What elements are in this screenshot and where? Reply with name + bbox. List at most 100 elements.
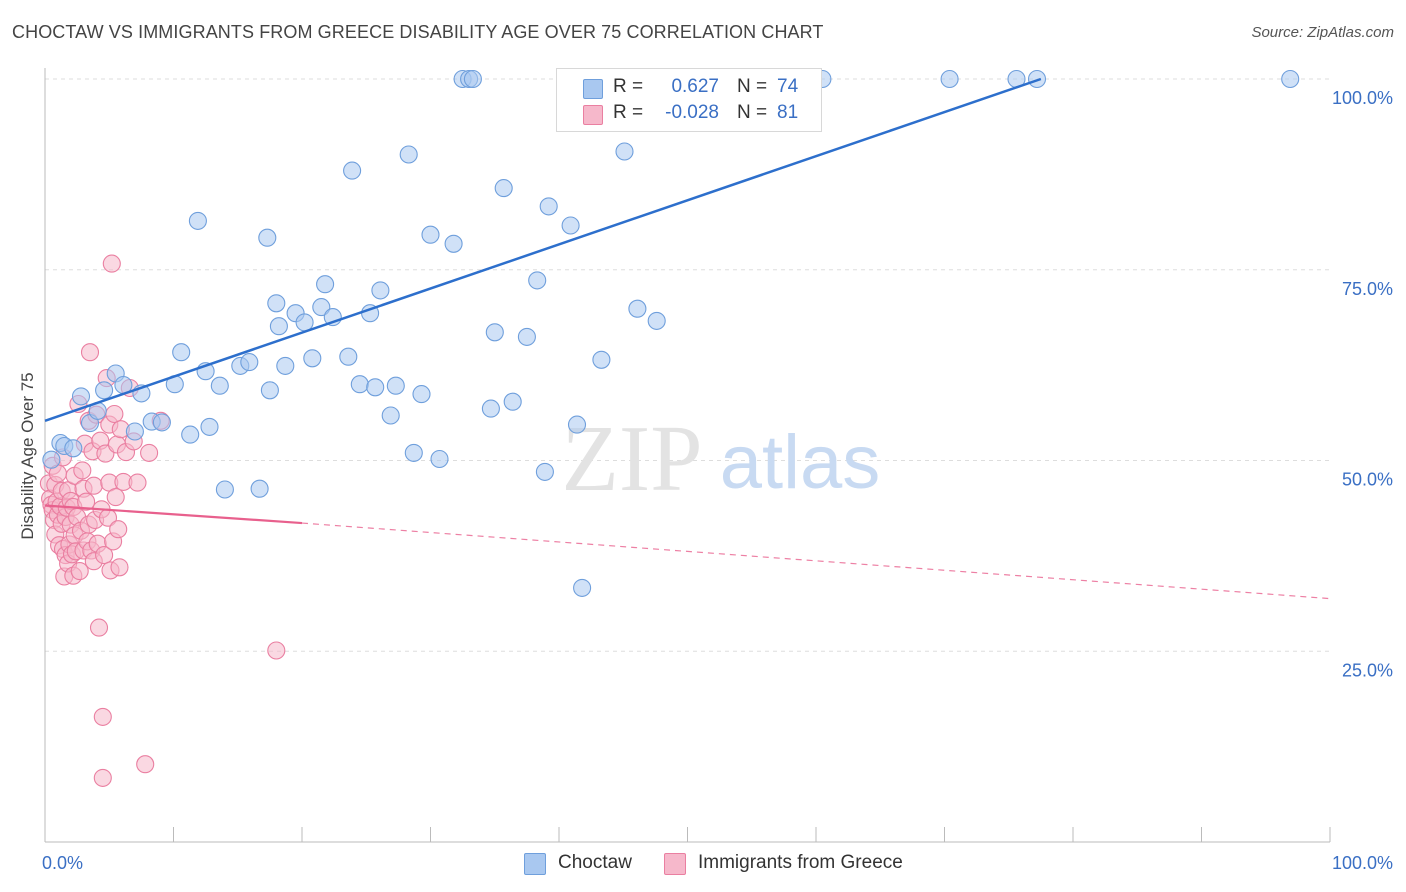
greece-point [84,476,103,495]
greece-legend-label: Immigrants from Greece [698,852,903,873]
choctaw-point [386,376,405,395]
watermark: ZIP atlas [562,407,881,511]
choctaw-point [371,281,390,300]
choctaw-point [152,413,171,432]
greece-point [106,488,125,507]
y-tick-label: 50.0% [1342,470,1393,490]
trend-lines [44,77,1331,600]
greece-point [80,343,100,362]
legend-n-label: N = [737,76,768,97]
greece-point [105,404,124,424]
choctaw-point [615,142,634,161]
choctaw-point [240,353,259,372]
choctaw-point [267,294,286,313]
choctaw-point [343,161,362,180]
choctaw-trend-line [44,77,1042,423]
greece-point [140,443,159,462]
greece-point [70,562,89,581]
x-tick-label-min: 0.0% [42,853,83,873]
choctaw-point [42,450,61,469]
source-label: Source: ZipAtlas.com [1251,24,1394,41]
choctaw-point [940,69,959,89]
greece-point [267,641,286,660]
choctaw-point [125,422,144,441]
greece-trend-extension [301,522,1331,600]
choctaw-point [366,378,385,397]
choctaw-legend-label: Choctaw [558,852,632,873]
choctaw-point [258,228,277,247]
chart-title: CHOCTAW VS IMMIGRANTS FROM GREECE DISABI… [12,22,824,42]
choctaw-point [503,392,522,411]
greece-point [136,755,155,774]
greece-trend-line [44,504,303,525]
choctaw-point [1027,69,1047,89]
choctaw-point [350,375,369,394]
tick-labels: 25.0% 50.0% 75.0% 100.0% 0.0% 100.0% [42,88,1393,873]
choctaw-point [592,350,611,369]
y-tick-label: 100.0% [1332,88,1393,108]
choctaw-point [539,197,558,216]
choctaw-point [276,356,295,375]
choctaw-point [316,275,335,294]
choctaw-point [421,225,440,244]
choctaw-point [567,415,587,434]
choctaw-point [250,479,269,498]
greece-point [102,254,121,273]
choctaw-point [303,349,322,368]
choctaw-point [295,313,314,332]
series-legend: Choctaw Immigrants from Greece [0,852,1406,878]
y-tick-label: 75.0% [1342,279,1393,299]
legend-n-label: N = [737,102,768,123]
choctaw-point [528,271,547,290]
greece-points [39,254,286,787]
greece-point [128,473,147,492]
choctaw-point [1281,69,1300,89]
choctaw-point [215,480,234,499]
choctaw-point [573,578,592,597]
greece-point [77,492,96,511]
correlation-legend: R = 0.627 N = 74 R = -0.028 N = 81 [556,68,822,132]
greece-legend-swatch [664,853,686,875]
y-axis-label: Disability Age Over 75 [18,372,37,539]
greece-point [93,768,112,787]
choctaw-point [210,376,229,395]
choctaw-point [269,317,288,336]
watermark-atlas: atlas [720,420,881,505]
legend-r-value: -0.028 [665,102,719,123]
choctaw-point [647,311,666,330]
choctaw-point [463,69,482,89]
choctaw-point [494,179,513,198]
choctaw-point [485,323,504,342]
choctaw-point [404,443,423,462]
choctaw-point [339,347,358,366]
choctaw-point [517,327,536,346]
choctaw-point [399,145,418,164]
choctaw-point [381,406,400,425]
legend-n-value: 74 [777,76,799,97]
choctaw-point [71,387,91,406]
choctaw-point [181,425,200,444]
legend-r-label: R = [613,102,644,123]
greece-point [110,558,129,577]
choctaw-point [95,381,114,400]
greece-point [89,618,109,637]
greece-point [73,461,92,480]
greece-point [93,707,112,726]
choctaw-point [412,385,431,404]
choctaw-point [430,449,449,469]
x-tick-label-max: 100.0% [1332,853,1393,873]
legend-r-value: 0.627 [671,76,719,97]
choctaw-point [260,381,279,400]
choctaw-point [172,343,191,362]
greece-swatch [583,105,603,125]
legend-r-label: R = [613,76,644,97]
choctaw-swatch [583,79,603,99]
choctaw-point [535,462,554,481]
choctaw-point [561,216,580,235]
choctaw-point [481,399,500,418]
choctaw-point [188,211,207,230]
choctaw-point [444,234,463,253]
legend-n-value: 81 [777,102,799,123]
choctaw-point [312,298,331,317]
